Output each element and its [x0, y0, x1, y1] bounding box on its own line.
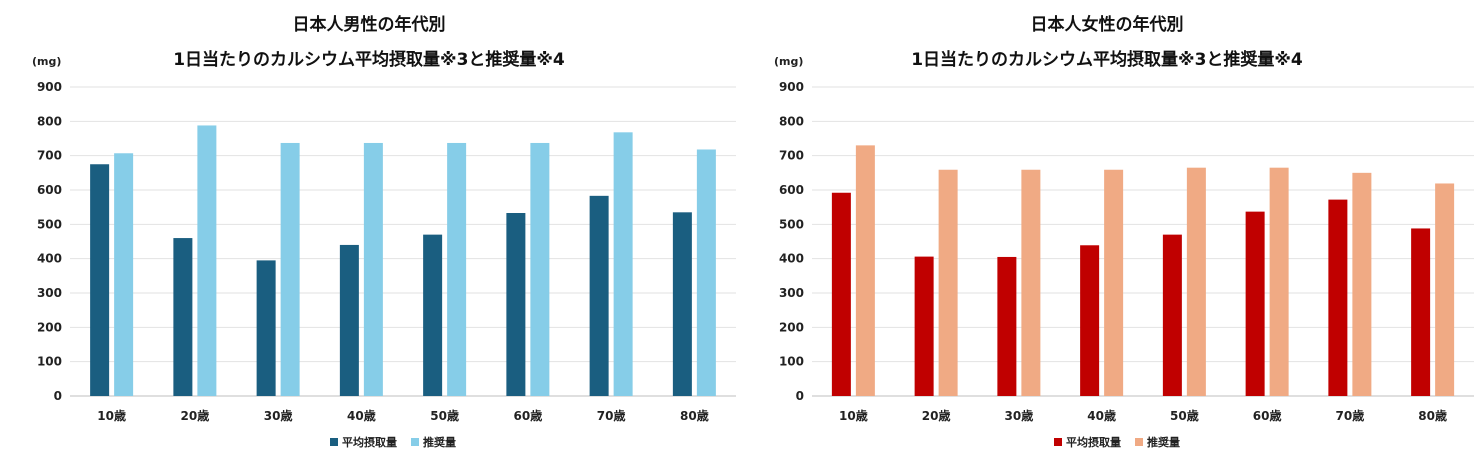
male-x-tick-label: 30歳 — [264, 408, 293, 423]
male-bar-recommended-50歳 — [447, 142, 467, 396]
female-x-tick-label: 10歳 — [839, 408, 868, 423]
male-bar-recommended-70歳 — [613, 132, 633, 396]
female-bar-recommended-30歳 — [1021, 169, 1041, 396]
male-y-axis-unit: (mg) — [32, 55, 62, 68]
female-x-tick-label: 60歳 — [1253, 408, 1282, 423]
female-legend-label-recommended: 推奨量 — [1147, 436, 1180, 449]
female-bar-recommended-20歳 — [938, 169, 958, 396]
male-y-tick-label: 300 — [37, 286, 62, 300]
female-y-tick-label: 600 — [779, 183, 804, 197]
female-y-tick-label: 300 — [779, 286, 804, 300]
female-legend-item-recommended: 推奨量 — [1135, 434, 1180, 450]
male-bar-intake-50歳 — [423, 234, 443, 396]
female-bar-intake-50歳 — [1162, 234, 1182, 396]
female-bar-recommended-50歳 — [1186, 167, 1206, 396]
male-x-tick-label: 40歳 — [347, 408, 376, 423]
male-bar-chart: 0 100 200 300 400 500 600 700 800 900 10歳 20歳 30歳 40歳… — [37, 80, 736, 423]
female-y-tick-label: 0 — [796, 389, 804, 403]
female-bar-recommended-40歳 — [1104, 169, 1124, 396]
male-x-tick-label: 10歳 — [97, 408, 126, 423]
male-bar-recommended-80歳 — [696, 149, 716, 396]
male-legend-item-recommended: 推奨量 — [411, 434, 456, 450]
female-chart-subtitle: 1日当たりのカルシウム平均摂取量※3と推奨量※4 — [911, 50, 1303, 70]
male-bar-intake-60歳 — [506, 213, 526, 396]
female-y-tick-label: 800 — [779, 114, 804, 128]
male-y-tick-label: 0 — [54, 389, 62, 403]
female-legend-swatch-recommended — [1135, 438, 1143, 446]
male-chart-subtitle: 1日当たりのカルシウム平均摂取量※3と推奨量※4 — [173, 50, 565, 70]
male-x-tick-label: 80歳 — [680, 408, 709, 423]
female-bar-intake-60歳 — [1245, 211, 1265, 396]
male-legend: 平均摂取量 推奨量 — [330, 434, 470, 450]
male-legend-swatch-recommended — [411, 438, 419, 446]
male-bar-recommended-30歳 — [280, 142, 300, 396]
female-bar-intake-10歳 — [831, 192, 851, 396]
female-chart-title: 日本人女性の年代別 — [1030, 15, 1184, 35]
female-bar-intake-70歳 — [1328, 199, 1348, 396]
male-chart-title: 日本人男性の年代別 — [292, 15, 446, 35]
female-y-axis-unit: (mg) — [774, 55, 804, 68]
male-y-tick-label: 400 — [37, 252, 62, 266]
male-bar-recommended-20歳 — [197, 125, 217, 396]
female-y-tick-label: 900 — [779, 80, 804, 94]
male-bar-recommended-60歳 — [530, 142, 550, 396]
female-legend-item-intake: 平均摂取量 — [1054, 434, 1121, 450]
male-bar-intake-10歳 — [90, 164, 110, 396]
male-x-tick-label: 50歳 — [430, 408, 459, 423]
female-bar-intake-30歳 — [997, 256, 1017, 396]
male-y-tick-label: 900 — [37, 80, 62, 94]
male-x-tick-label: 60歳 — [514, 408, 543, 423]
male-bar-intake-20歳 — [173, 238, 193, 396]
female-x-tick-label: 80歳 — [1418, 408, 1447, 423]
female-bar-recommended-10歳 — [855, 145, 875, 396]
male-y-tick-label: 800 — [37, 114, 62, 128]
male-x-tick-label: 70歳 — [597, 408, 626, 423]
male-bar-recommended-10歳 — [114, 153, 134, 396]
female-x-tick-label: 50歳 — [1170, 408, 1199, 423]
female-x-tick-label: 70歳 — [1336, 408, 1365, 423]
female-y-tick-label: 500 — [779, 217, 804, 231]
male-legend-item-intake: 平均摂取量 — [330, 434, 397, 450]
female-x-tick-label: 20歳 — [922, 408, 951, 423]
male-bar-intake-30歳 — [256, 260, 276, 396]
male-x-tick-label: 20歳 — [181, 408, 210, 423]
female-x-tick-label: 40歳 — [1087, 408, 1116, 423]
female-legend: 平均摂取量 推奨量 — [1054, 434, 1194, 450]
female-y-tick-label: 700 — [779, 149, 804, 163]
male-bar-intake-70歳 — [589, 195, 609, 396]
male-y-tick-label: 500 — [37, 217, 62, 231]
female-y-tick-label: 100 — [779, 355, 804, 369]
male-y-tick-label: 600 — [37, 183, 62, 197]
male-legend-label-recommended: 推奨量 — [423, 436, 456, 449]
female-bar-intake-20歳 — [914, 256, 934, 396]
male-legend-swatch-intake — [330, 438, 338, 446]
female-bar-recommended-80歳 — [1435, 183, 1455, 396]
male-y-tick-label: 100 — [37, 355, 62, 369]
male-chart-panel: 日本人男性の年代別 1日当たりのカルシウム平均摂取量※3と推奨量※4 (mg) … — [32, 15, 736, 450]
female-bar-intake-80歳 — [1411, 228, 1431, 396]
male-bar-intake-80歳 — [672, 212, 692, 396]
female-bar-intake-40歳 — [1080, 245, 1100, 396]
male-y-tick-label: 200 — [37, 320, 62, 334]
male-y-tick-label: 700 — [37, 149, 62, 163]
female-legend-label-intake: 平均摂取量 — [1066, 436, 1121, 449]
female-bar-recommended-60歳 — [1269, 167, 1289, 396]
male-bar-recommended-40歳 — [363, 142, 383, 396]
male-legend-label-intake: 平均摂取量 — [342, 436, 397, 449]
female-legend-swatch-intake — [1054, 438, 1062, 446]
male-bar-intake-40歳 — [339, 244, 359, 396]
female-bar-chart: 0 100 200 300 400 500 600 700 800 900 10歳 20歳 30歳 40歳… — [779, 80, 1474, 423]
female-y-tick-label: 400 — [779, 252, 804, 266]
female-x-tick-label: 30歳 — [1005, 408, 1034, 423]
female-chart-panel: 日本人女性の年代別 1日当たりのカルシウム平均摂取量※3と推奨量※4 (mg) … — [738, 0, 1476, 462]
female-y-tick-label: 200 — [779, 320, 804, 334]
female-bar-recommended-70歳 — [1352, 172, 1372, 396]
